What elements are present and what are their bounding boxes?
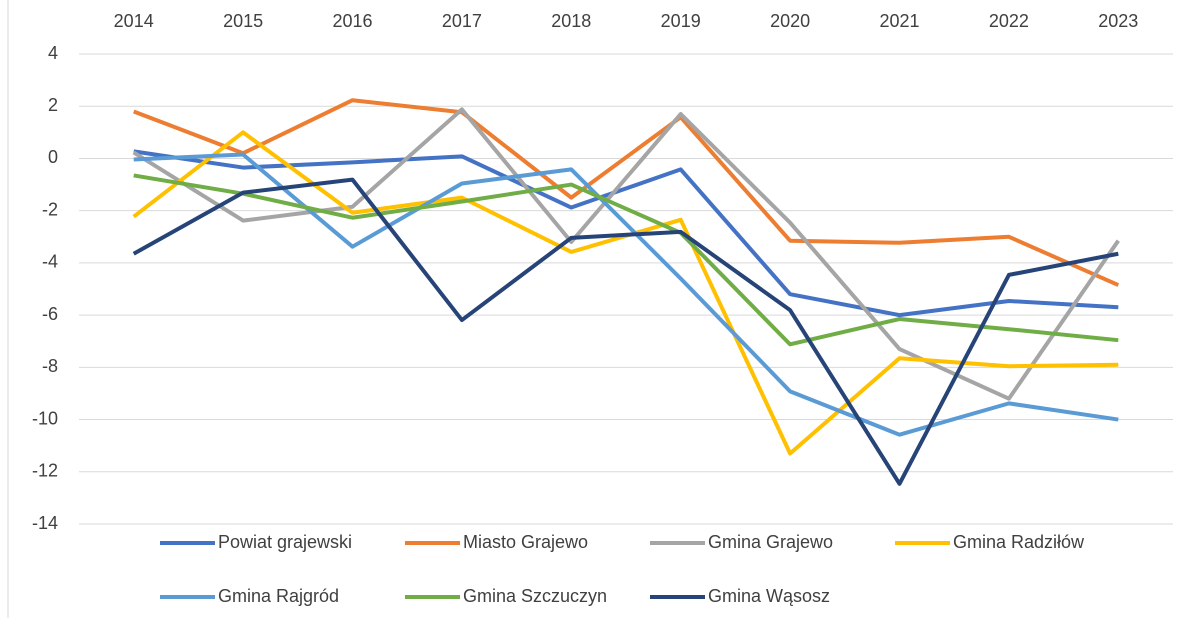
- y-tick-label: 0: [48, 147, 58, 167]
- x-tick-label: 2015: [223, 11, 263, 31]
- y-tick-label: 2: [48, 95, 58, 115]
- series-line: [132, 107, 1120, 401]
- x-tick-label: 2021: [879, 11, 919, 31]
- x-tick-label: 2014: [114, 11, 154, 31]
- legend-label: Gmina Radziłów: [953, 532, 1085, 552]
- y-tick-label: -14: [32, 513, 58, 533]
- legend-label: Gmina Wąsosz: [708, 586, 830, 606]
- x-tick-label: 2020: [770, 11, 810, 31]
- series-line: [133, 152, 1119, 437]
- series-line: [133, 173, 1119, 347]
- series-line: [132, 98, 1120, 287]
- x-tick-label: 2022: [989, 11, 1029, 31]
- legend-label: Miasto Grajewo: [463, 532, 588, 552]
- y-tick-label: -4: [42, 252, 58, 272]
- x-tick-label: 2023: [1098, 11, 1138, 31]
- y-tick-label: -6: [42, 304, 58, 324]
- y-tick-label: 4: [48, 43, 58, 63]
- y-tick-label: -8: [42, 356, 58, 376]
- legend-label: Gmina Szczuczyn: [463, 586, 607, 606]
- series-line: [133, 149, 1119, 318]
- series-line: [132, 177, 1119, 486]
- x-tick-label: 2019: [661, 11, 701, 31]
- y-tick-label: -12: [32, 461, 58, 481]
- x-tick-label: 2018: [551, 11, 591, 31]
- x-tick-label: 2016: [332, 11, 372, 31]
- legend-label: Gmina Rajgród: [218, 586, 339, 606]
- y-tick-label: -2: [42, 199, 58, 219]
- legend-label: Powiat grajewski: [218, 532, 352, 552]
- y-tick-label: -10: [32, 408, 58, 428]
- x-tick-label: 2017: [442, 11, 482, 31]
- legend-label: Gmina Grajewo: [708, 532, 833, 552]
